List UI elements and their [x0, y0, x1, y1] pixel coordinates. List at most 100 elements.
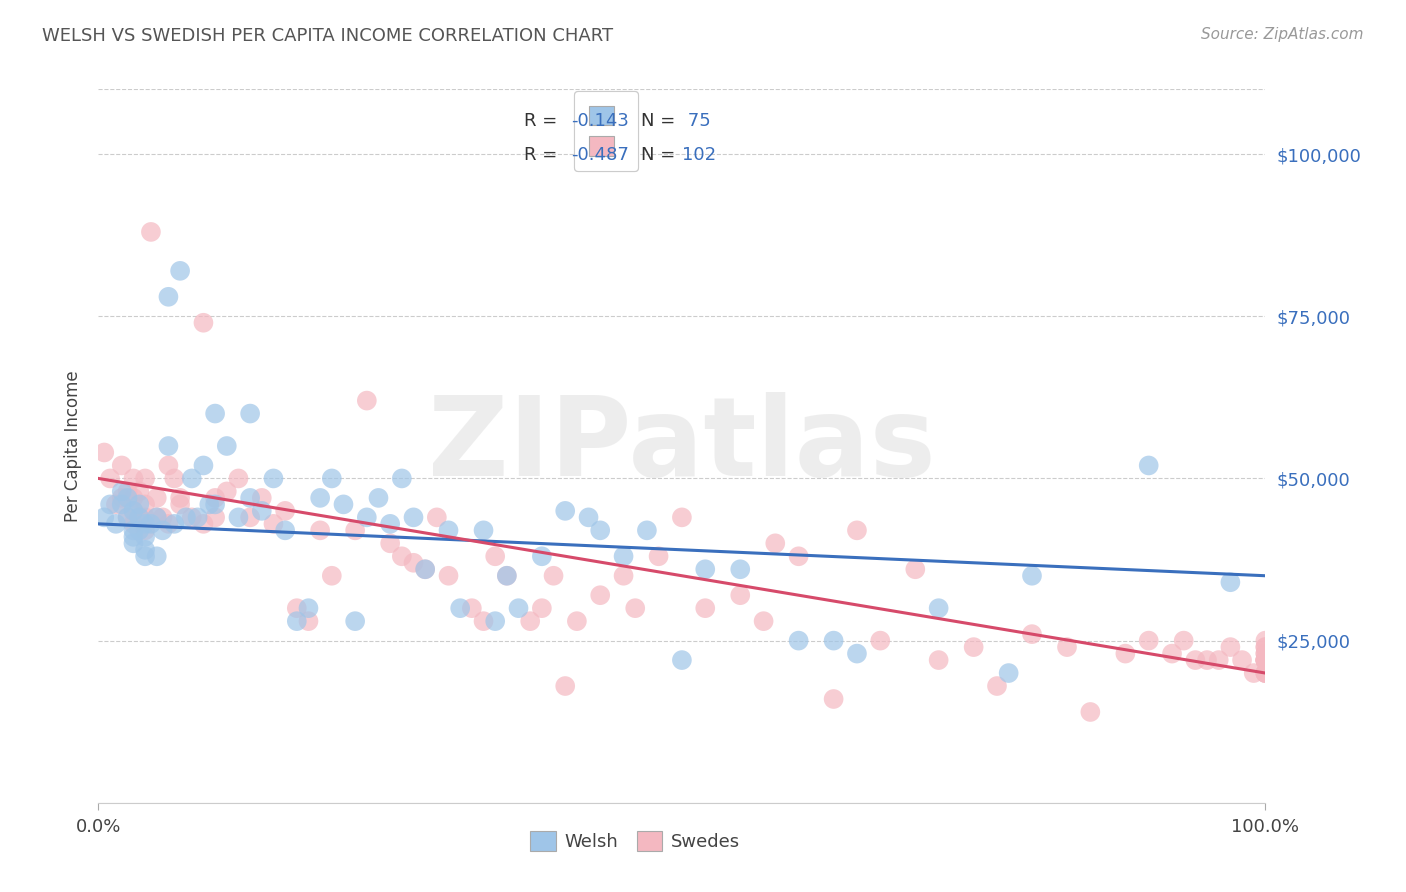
Point — [1080, 705, 1102, 719]
Point — [496, 568, 519, 582]
Point — [1056, 640, 1078, 654]
Point — [285, 601, 308, 615]
Point — [187, 510, 209, 524]
Point — [204, 497, 226, 511]
Point — [484, 549, 506, 564]
Point — [543, 568, 565, 582]
Point — [413, 562, 436, 576]
Point — [356, 510, 378, 524]
Point — [344, 524, 367, 538]
Legend: Welsh, Swedes: Welsh, Swedes — [523, 823, 747, 858]
Point — [128, 524, 150, 538]
Point — [163, 516, 186, 531]
Point — [193, 458, 215, 473]
Point — [321, 471, 343, 485]
Point — [1208, 653, 1230, 667]
Point — [752, 614, 775, 628]
Point — [297, 601, 319, 615]
Point — [122, 524, 145, 538]
Point — [1254, 666, 1277, 681]
Point — [391, 471, 413, 485]
Point — [1254, 647, 1277, 661]
Point — [128, 510, 150, 524]
Point — [380, 536, 402, 550]
Point — [274, 504, 297, 518]
Point — [1254, 653, 1277, 667]
Point — [589, 588, 612, 602]
Point — [1021, 627, 1043, 641]
Point — [128, 510, 150, 524]
Point — [274, 524, 297, 538]
Point — [437, 524, 460, 538]
Point — [169, 491, 191, 505]
Point — [565, 614, 588, 628]
Point — [1137, 633, 1160, 648]
Point — [647, 549, 669, 564]
Point — [484, 614, 506, 628]
Point — [823, 633, 845, 648]
Point — [530, 549, 553, 564]
Point — [1243, 666, 1265, 681]
Point — [730, 562, 752, 576]
Point — [134, 524, 156, 538]
Point — [157, 439, 180, 453]
Point — [928, 601, 950, 615]
Point — [613, 568, 636, 582]
Point — [134, 510, 156, 524]
Point — [152, 510, 174, 524]
Point — [117, 510, 139, 524]
Point — [297, 614, 319, 628]
Point — [554, 504, 576, 518]
Point — [122, 471, 145, 485]
Point — [262, 471, 284, 485]
Point — [508, 601, 530, 615]
Point — [117, 510, 139, 524]
Text: -0.487: -0.487 — [571, 146, 628, 164]
Point — [111, 497, 134, 511]
Point — [146, 549, 169, 564]
Point — [239, 510, 262, 524]
Point — [104, 497, 127, 511]
Point — [104, 516, 127, 531]
Point — [461, 601, 484, 615]
Point — [496, 568, 519, 582]
Point — [146, 510, 169, 524]
Point — [309, 491, 332, 505]
Point — [139, 516, 162, 531]
Point — [146, 510, 169, 524]
Point — [250, 491, 273, 505]
Point — [93, 510, 115, 524]
Text: Source: ZipAtlas.com: Source: ZipAtlas.com — [1201, 27, 1364, 42]
Point — [93, 445, 115, 459]
Point — [1254, 640, 1277, 654]
Point — [134, 516, 156, 531]
Point — [157, 458, 180, 473]
Point — [309, 524, 332, 538]
Point — [215, 439, 238, 453]
Point — [904, 562, 927, 576]
Point — [695, 601, 717, 615]
Text: WELSH VS SWEDISH PER CAPITA INCOME CORRELATION CHART: WELSH VS SWEDISH PER CAPITA INCOME CORRE… — [42, 27, 613, 45]
Point — [228, 510, 250, 524]
Point — [111, 491, 134, 505]
Point — [472, 614, 495, 628]
Point — [122, 516, 145, 531]
Point — [1254, 653, 1277, 667]
Point — [332, 497, 354, 511]
Point — [122, 530, 145, 544]
Text: -0.143: -0.143 — [571, 112, 628, 130]
Point — [1195, 653, 1218, 667]
Point — [193, 516, 215, 531]
Point — [111, 484, 134, 499]
Text: N =: N = — [641, 146, 681, 164]
Point — [449, 601, 471, 615]
Point — [174, 510, 197, 524]
Point — [98, 471, 121, 485]
Point — [193, 316, 215, 330]
Point — [1254, 653, 1277, 667]
Point — [1184, 653, 1206, 667]
Point — [530, 601, 553, 615]
Point — [823, 692, 845, 706]
Point — [787, 549, 810, 564]
Point — [695, 562, 717, 576]
